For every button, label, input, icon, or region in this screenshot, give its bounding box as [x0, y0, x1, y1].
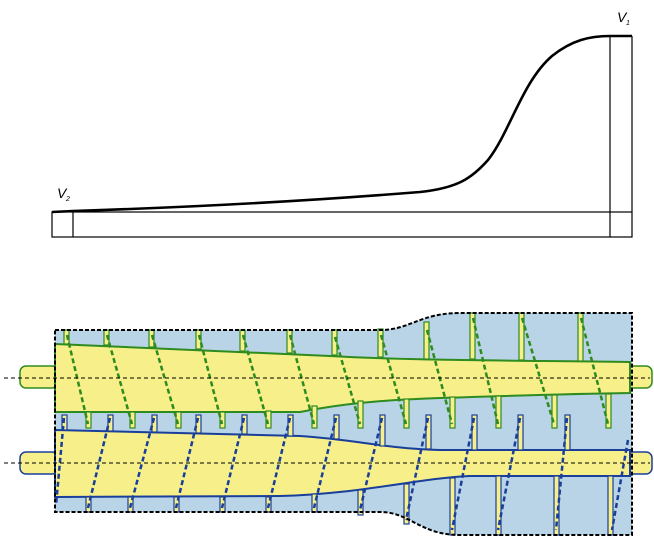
barrel-outline: [54, 312, 633, 536]
volume-profile: V 1 V 2: [51, 9, 633, 238]
upper-flight-lines: [65, 317, 610, 425]
twin-screw-extruder: [4, 312, 653, 536]
barrel: [55, 313, 632, 535]
upper-flights-bottom: [85, 393, 612, 429]
v1-subscript: 1: [626, 20, 630, 27]
lower-flight-lines: [54, 417, 630, 531]
v2-label: V: [57, 185, 68, 201]
volume-curve: [51, 34, 632, 214]
profile-baseline-box: [51, 211, 633, 238]
v2-subscript: 2: [65, 196, 70, 203]
v1-label: V: [617, 9, 628, 25]
upper-left-shaft: [19, 365, 59, 389]
